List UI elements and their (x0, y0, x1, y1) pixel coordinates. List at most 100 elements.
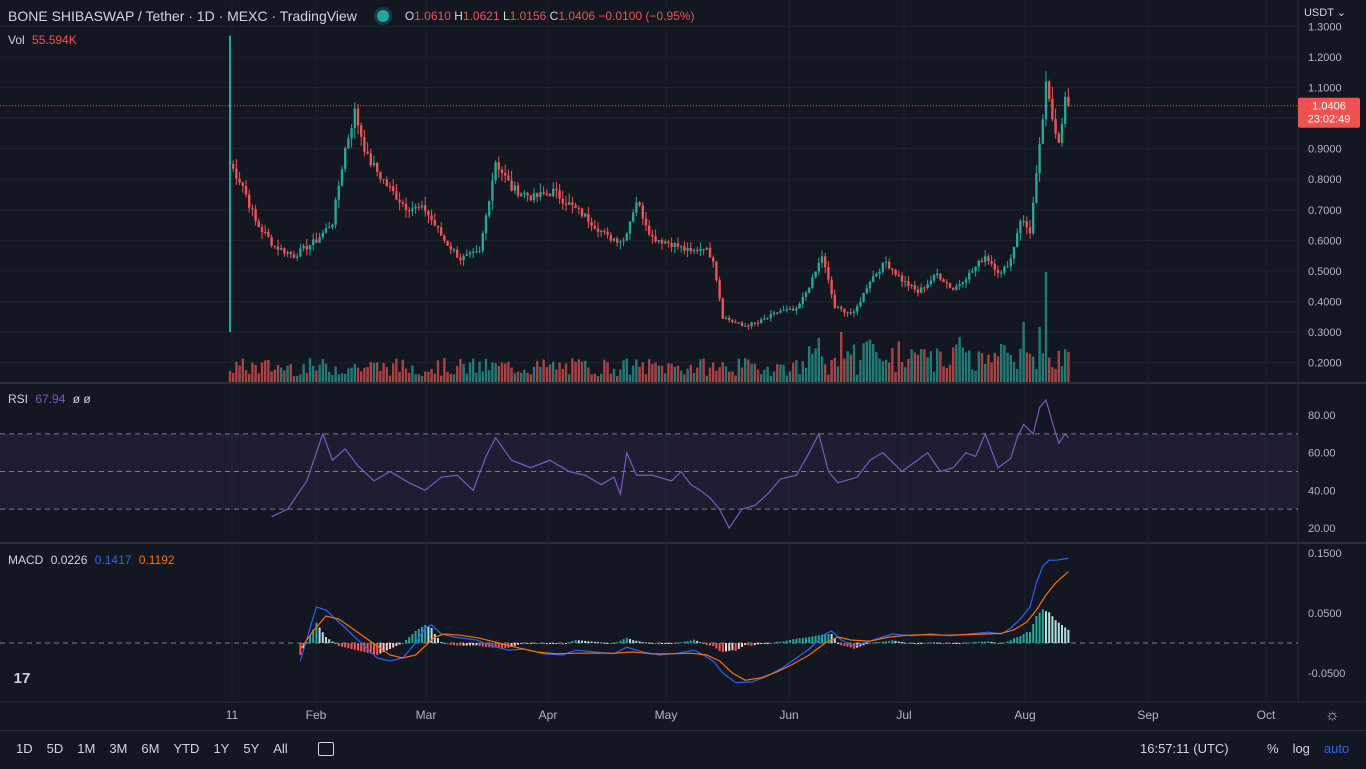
log-toggle[interactable]: log (1292, 741, 1310, 756)
candle-body (1003, 266, 1006, 273)
range-button-5y[interactable]: 5Y (243, 741, 260, 756)
candle-body (504, 173, 507, 176)
volume-bar (1009, 355, 1012, 382)
volume-bar (664, 373, 667, 382)
volume-bar (868, 339, 872, 382)
volume-bar (644, 374, 648, 382)
candle-body (1064, 96, 1067, 124)
tradingview-logo[interactable]: 17 (8, 667, 36, 691)
macd-histogram-bar (590, 641, 593, 643)
symbol-title[interactable]: BONE SHIBASWAP / Tether · 1D · MEXC · Tr… (8, 8, 357, 24)
settings-gear-icon[interactable]: ☼ (1325, 707, 1340, 724)
time-tick-label: Jun (779, 708, 798, 722)
macd-histogram-bar (952, 643, 955, 644)
macd-histogram-bar (395, 643, 398, 646)
volume-bar (705, 375, 708, 382)
volume-bar (667, 363, 670, 382)
volume-bar (689, 364, 692, 382)
candle-body (296, 256, 299, 258)
volume-bar (276, 364, 280, 382)
volume-bar (609, 373, 612, 382)
range-button-5d[interactable]: 5D (46, 741, 64, 756)
macd-histogram-bar (635, 640, 638, 643)
calendar-icon[interactable] (318, 742, 334, 756)
auto-toggle[interactable]: auto (1323, 741, 1350, 756)
macd-histogram-bar (696, 640, 699, 643)
volume-bar (641, 362, 644, 382)
macd-histogram-bar (693, 639, 695, 643)
range-button-6m[interactable]: 6M (141, 741, 160, 756)
range-button-all[interactable]: All (273, 741, 288, 756)
macd-histogram-bar (1038, 612, 1041, 643)
candle-body (632, 212, 635, 222)
volume-bar (382, 362, 385, 382)
candle-body (446, 240, 449, 246)
volume-bar (1012, 361, 1016, 382)
range-button-3m[interactable]: 3M (109, 741, 128, 756)
macd-histogram-bar (645, 642, 647, 644)
candle-body (715, 261, 718, 281)
macd-histogram-bar (958, 643, 961, 644)
rsi-legend[interactable]: RSI 67.94 ø ø (8, 392, 91, 406)
candle-body (795, 308, 798, 311)
macd-histogram-bar (632, 640, 635, 643)
volume-bar (417, 374, 420, 382)
time-tick-label: Sep (1137, 708, 1159, 722)
price-tick-label: 0.7000 (1308, 205, 1342, 217)
volume-bar (753, 363, 756, 382)
candle-body (644, 218, 648, 226)
volume-legend[interactable]: Vol 55.594K (8, 33, 77, 47)
volume-bar (529, 374, 532, 382)
volume-bar (344, 373, 347, 382)
candle-body (958, 284, 961, 287)
volume-bar (1032, 356, 1035, 382)
volume-bar (686, 368, 689, 382)
macd-histogram-bar (808, 637, 811, 643)
candle-body (264, 231, 267, 233)
volume-bar (801, 361, 804, 382)
macd-histogram-bar (910, 643, 913, 644)
candle-body (452, 249, 456, 251)
macd-histogram-bar (449, 643, 452, 645)
candle-body (747, 325, 750, 327)
currency-selector[interactable]: USDT ⌄ (1304, 6, 1346, 19)
percent-toggle[interactable]: % (1267, 741, 1279, 756)
candle-body (340, 169, 344, 186)
range-button-1d[interactable]: 1D (16, 741, 33, 756)
macd-histogram-bar (325, 637, 327, 643)
macd-histogram-bar (782, 641, 785, 643)
candle-body (692, 250, 696, 252)
volume-bar (280, 367, 283, 382)
volume-bar (779, 364, 782, 382)
currency-label: USDT (1303, 7, 1334, 19)
macd-signal-line (299, 571, 1069, 681)
candle-body (878, 271, 881, 274)
volume-bar (446, 371, 449, 382)
candle-body (299, 248, 302, 257)
candle-body (913, 285, 916, 290)
rsi-tick-label: 40.00 (1308, 485, 1336, 497)
macd-histogram-bar (849, 643, 852, 648)
candle-body (651, 234, 654, 237)
macd-histogram-bar (568, 642, 571, 644)
clock-readout[interactable]: 16:57:11 (UTC) (1140, 741, 1229, 756)
macd-histogram-bar (897, 641, 900, 643)
range-button-1y[interactable]: 1Y (213, 741, 230, 756)
range-button-ytd[interactable]: YTD (173, 741, 200, 756)
candle-body (686, 247, 689, 251)
volume-bar (1060, 366, 1064, 382)
volume-bar (750, 363, 753, 382)
volume-bar (760, 374, 763, 382)
volume-bar (881, 361, 884, 382)
macd-histogram-bar (459, 643, 462, 646)
macd-histogram-bar (491, 643, 494, 648)
candle-body (852, 311, 856, 313)
volume-bar (481, 371, 484, 382)
macd-histogram-bar (1035, 616, 1038, 643)
macd-legend[interactable]: MACD 0.0226 0.1417 0.1192 (8, 553, 175, 567)
range-button-1m[interactable]: 1M (77, 741, 96, 756)
volume-bar (1025, 352, 1028, 382)
volume-bar (731, 371, 734, 382)
candle-body (798, 303, 801, 309)
